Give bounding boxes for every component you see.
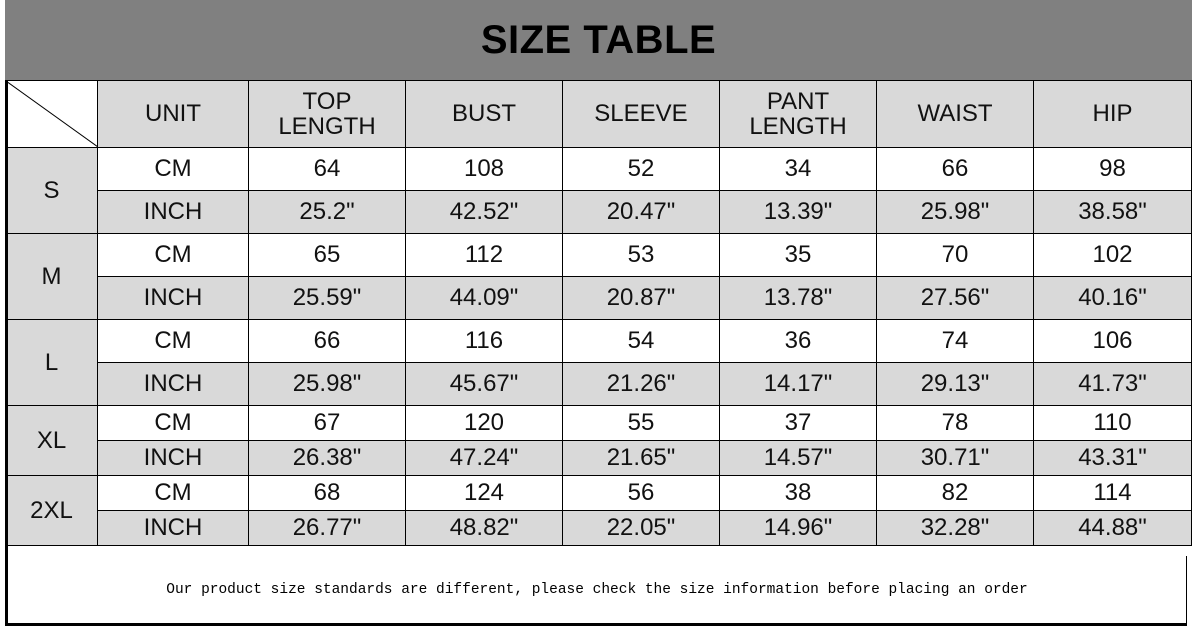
value-cell: 66	[876, 147, 1034, 191]
value-cell: 65	[248, 233, 406, 277]
table-border	[5, 80, 8, 556]
table-row: L CM 66 116 54 36 74 106	[5, 319, 1192, 406]
size-label: M	[5, 233, 98, 320]
corner-cell	[5, 80, 98, 148]
value-cell: 116	[405, 319, 563, 363]
value-cell: 106	[1033, 319, 1192, 363]
unit-cell: INCH	[97, 362, 249, 406]
value-cell: 48.82"	[405, 510, 563, 546]
page-title: SIZE TABLE	[5, 0, 1192, 80]
value-cell: 38	[719, 475, 877, 511]
value-cell: 64	[248, 147, 406, 191]
value-cell: 20.87"	[562, 276, 720, 320]
size-table: UNIT TOP LENGTH BUST SLEEVE PANT LENGTH WAIST…	[5, 80, 1192, 546]
value-cell: 68	[248, 475, 406, 511]
value-cell: 38.58"	[1033, 190, 1192, 234]
value-cell: 56	[562, 475, 720, 511]
value-cell: 14.17"	[719, 362, 877, 406]
value-cell: 47.24"	[405, 440, 563, 476]
value-cell: 45.67"	[405, 362, 563, 406]
value-cell: 43.31"	[1033, 440, 1192, 476]
unit-cell: CM	[97, 405, 249, 441]
value-cell: 82	[876, 475, 1034, 511]
diagonal-line	[6, 81, 98, 147]
value-cell: 21.65"	[562, 440, 720, 476]
column-header: PANT LENGTH	[719, 80, 877, 148]
value-cell: 21.26"	[562, 362, 720, 406]
value-cell: 114	[1033, 475, 1192, 511]
value-cell: 25.59"	[248, 276, 406, 320]
value-cell: 34	[719, 147, 877, 191]
value-cell: 32.28"	[876, 510, 1034, 546]
unit-cell: CM	[97, 147, 249, 191]
value-cell: 26.38"	[248, 440, 406, 476]
footer-note: Our product size standards are different…	[5, 556, 1187, 626]
value-cell: 27.56"	[876, 276, 1034, 320]
unit-cell: INCH	[97, 276, 249, 320]
value-cell: 14.96"	[719, 510, 877, 546]
value-cell: 52	[562, 147, 720, 191]
value-cell: 26.77"	[248, 510, 406, 546]
value-cell: 37	[719, 405, 877, 441]
value-cell: 40.16"	[1033, 276, 1192, 320]
value-cell: 55	[562, 405, 720, 441]
value-cell: 29.13"	[876, 362, 1034, 406]
column-header: WAIST	[876, 80, 1034, 148]
value-cell: 53	[562, 233, 720, 277]
value-cell: 42.52"	[405, 190, 563, 234]
header-row: UNIT TOP LENGTH BUST SLEEVE PANT LENGTH WAIST…	[5, 80, 1192, 148]
column-header: BUST	[405, 80, 563, 148]
value-cell: 78	[876, 405, 1034, 441]
value-cell: 120	[405, 405, 563, 441]
value-cell: 35	[719, 233, 877, 277]
value-cell: 36	[719, 319, 877, 363]
table-row: XL CM 67 120 55 37 78 110	[5, 405, 1192, 476]
unit-cell: CM	[97, 233, 249, 277]
unit-cell: CM	[97, 319, 249, 363]
value-cell: 22.05"	[562, 510, 720, 546]
size-label: 2XL	[5, 475, 98, 546]
unit-cell: INCH	[97, 510, 249, 546]
table-row: 2XL CM 68 124 56 38 82 114	[5, 475, 1192, 546]
value-cell: 14.57"	[719, 440, 877, 476]
value-cell: 13.78"	[719, 276, 877, 320]
value-cell: 110	[1033, 405, 1192, 441]
value-cell: 102	[1033, 233, 1192, 277]
value-cell: 66	[248, 319, 406, 363]
value-cell: 30.71"	[876, 440, 1034, 476]
value-cell: 13.39"	[719, 190, 877, 234]
unit-cell: INCH	[97, 190, 249, 234]
table-row: M CM 65 112 53 35 70 102	[5, 233, 1192, 320]
table-row: INCH 25.98" 45.67" 21.26" 14.17" 29.13" 41.73"	[6, 362, 1192, 406]
table-row: INCH 25.2" 42.52" 20.47" 13.39" 25.98" 38.58"	[6, 190, 1192, 234]
table-row: INCH 25.59" 44.09" 20.87" 13.78" 27.56" 40.16"	[6, 276, 1192, 320]
size-label: L	[5, 319, 98, 406]
value-cell: 20.47"	[562, 190, 720, 234]
column-header: TOP LENGTH	[248, 80, 406, 148]
value-cell: 41.73"	[1033, 362, 1192, 406]
value-cell: 25.98"	[876, 190, 1034, 234]
value-cell: 124	[405, 475, 563, 511]
value-cell: 98	[1033, 147, 1192, 191]
value-cell: 25.98"	[248, 362, 406, 406]
unit-cell: CM	[97, 475, 249, 511]
value-cell: 112	[405, 233, 563, 277]
column-header: UNIT	[97, 80, 249, 148]
value-cell: 44.09"	[405, 276, 563, 320]
value-cell: 108	[405, 147, 563, 191]
size-label: XL	[5, 405, 98, 476]
column-header: HIP	[1033, 80, 1192, 148]
size-label: S	[5, 147, 98, 234]
table-row: INCH 26.38" 47.24" 21.65" 14.57" 30.71" 43.31"	[6, 440, 1192, 476]
table-row: S CM 64 108 52 34 66 98	[5, 147, 1192, 234]
value-cell: 67	[248, 405, 406, 441]
value-cell: 25.2"	[248, 190, 406, 234]
column-header: SLEEVE	[562, 80, 720, 148]
value-cell: 44.88"	[1033, 510, 1192, 546]
value-cell: 74	[876, 319, 1034, 363]
value-cell: 54	[562, 319, 720, 363]
table-row: INCH 26.77" 48.82" 22.05" 14.96" 32.28" 44.88"	[6, 510, 1192, 546]
unit-cell: INCH	[97, 440, 249, 476]
value-cell: 70	[876, 233, 1034, 277]
